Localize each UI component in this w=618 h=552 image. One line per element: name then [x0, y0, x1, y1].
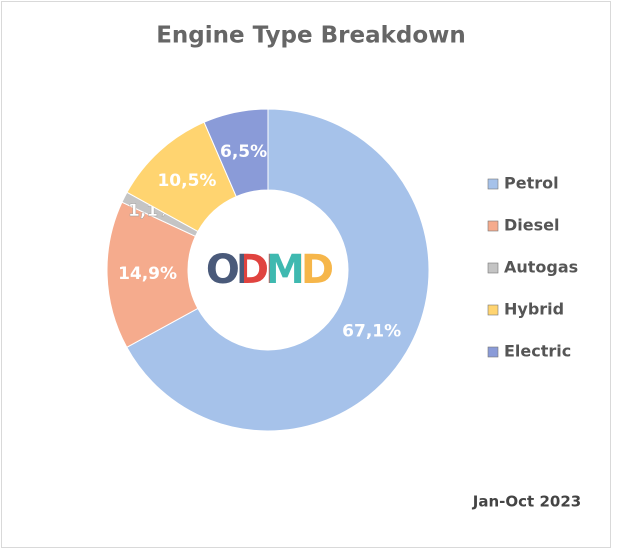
legend-swatch	[487, 262, 499, 274]
slice	[203, 108, 269, 198]
data-label: 10,5%	[157, 171, 216, 191]
data-label: 14,9%	[118, 264, 177, 284]
center-logo: ODMD	[206, 247, 333, 293]
note: Jan-Oct 2023	[472, 493, 581, 511]
legend-label: Electric	[504, 342, 571, 361]
legend-label: Hybrid	[504, 300, 564, 319]
legend-swatch	[487, 304, 499, 316]
legend-swatch	[487, 220, 499, 232]
legend-label: Autogas	[504, 258, 578, 277]
data-label: 67,1%	[342, 321, 401, 341]
legend-label: Diesel	[504, 216, 559, 235]
legend-label: Petrol	[504, 174, 559, 193]
slice	[126, 108, 430, 432]
data-label: 6,5%	[220, 142, 267, 162]
chart-title: Engine Type Breakdown	[156, 23, 466, 49]
legend-swatch	[487, 346, 499, 358]
chart-frame	[1, 1, 611, 548]
legend-swatch	[487, 178, 499, 190]
